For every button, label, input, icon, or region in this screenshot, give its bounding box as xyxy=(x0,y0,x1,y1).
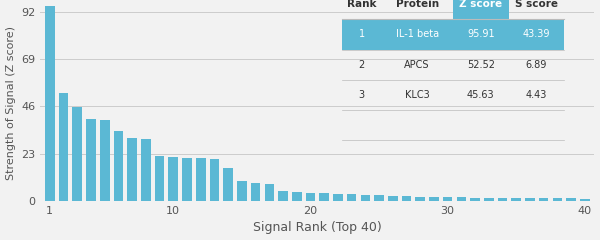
Bar xyxy=(251,182,260,201)
Bar xyxy=(86,119,96,201)
Text: Protein: Protein xyxy=(395,0,439,9)
Text: 52.52: 52.52 xyxy=(467,60,495,70)
Bar xyxy=(209,159,219,201)
Bar xyxy=(59,93,68,201)
Bar xyxy=(196,158,206,201)
Text: 95.91: 95.91 xyxy=(467,29,494,39)
Bar xyxy=(374,195,384,201)
Bar xyxy=(484,198,494,201)
Bar xyxy=(511,198,521,201)
FancyBboxPatch shape xyxy=(453,0,509,19)
Bar xyxy=(415,197,425,201)
Y-axis label: Strength of Signal (Z score): Strength of Signal (Z score) xyxy=(5,26,16,180)
Bar xyxy=(388,196,398,201)
Bar xyxy=(155,156,164,201)
Bar xyxy=(319,193,329,201)
Text: 3: 3 xyxy=(359,90,365,100)
Text: IL-1 beta: IL-1 beta xyxy=(395,29,439,39)
Bar xyxy=(580,198,590,201)
Bar xyxy=(182,158,192,201)
Text: 4.43: 4.43 xyxy=(526,90,547,100)
Bar xyxy=(223,168,233,201)
Text: S score: S score xyxy=(515,0,558,9)
Bar xyxy=(470,198,480,201)
Bar xyxy=(443,197,452,201)
Bar xyxy=(361,195,370,201)
Bar xyxy=(169,157,178,201)
Bar xyxy=(113,131,123,201)
Bar xyxy=(45,4,55,201)
Text: Z score: Z score xyxy=(459,0,502,9)
Text: 43.39: 43.39 xyxy=(523,29,550,39)
Bar xyxy=(347,194,356,201)
Bar xyxy=(265,184,274,201)
Bar xyxy=(278,191,288,201)
Bar xyxy=(73,107,82,201)
Bar xyxy=(141,139,151,201)
X-axis label: Signal Rank (Top 40): Signal Rank (Top 40) xyxy=(253,222,382,234)
Bar xyxy=(237,181,247,201)
Text: APCS: APCS xyxy=(404,60,430,70)
Bar xyxy=(402,196,412,201)
Text: 45.63: 45.63 xyxy=(467,90,494,100)
Bar xyxy=(498,198,508,201)
Bar xyxy=(100,120,110,201)
Bar xyxy=(292,192,302,201)
FancyBboxPatch shape xyxy=(342,19,564,49)
Text: 1: 1 xyxy=(359,29,365,39)
Bar xyxy=(457,197,466,201)
Bar xyxy=(305,193,315,201)
Bar xyxy=(539,198,548,201)
Text: 6.89: 6.89 xyxy=(526,60,547,70)
Bar xyxy=(127,138,137,201)
Bar xyxy=(553,198,562,201)
Bar xyxy=(566,198,576,201)
Bar xyxy=(525,198,535,201)
Bar xyxy=(333,194,343,201)
Text: 2: 2 xyxy=(359,60,365,70)
Text: Rank: Rank xyxy=(347,0,376,9)
Bar xyxy=(429,197,439,201)
Text: KLC3: KLC3 xyxy=(405,90,430,100)
